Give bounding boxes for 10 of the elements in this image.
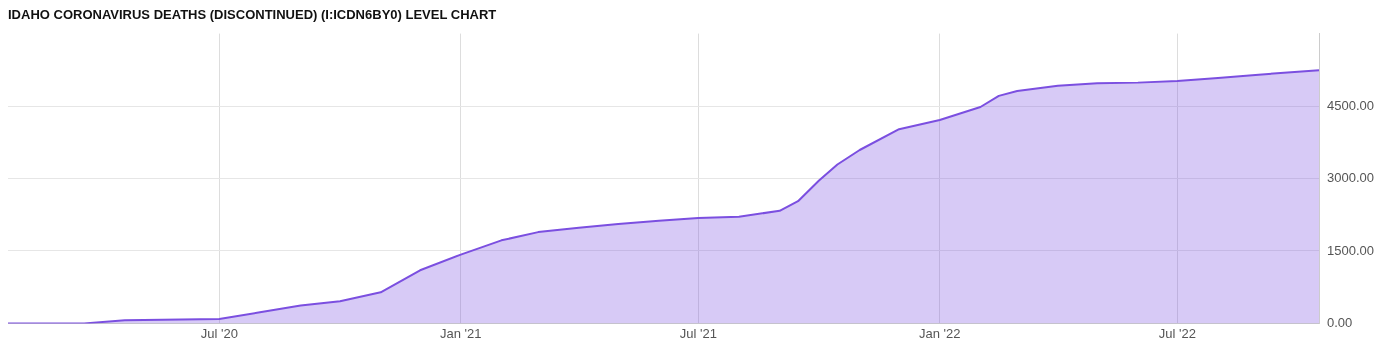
- y-tick-label: 4500.00: [1327, 97, 1375, 113]
- y-tick-label: 0.00: [1327, 314, 1353, 330]
- x-tick-label: Jul '20: [200, 325, 238, 341]
- chart-title: IDAHO CORONAVIRUS DEATHS (DISCONTINUED) (I:ICDN6BY0) LEVEL CHART: [8, 7, 497, 23]
- x-tick-label: Jul '22: [1158, 325, 1196, 341]
- x-tick-label: Jan '22: [918, 325, 961, 341]
- y-tick-label: 3000.00: [1327, 170, 1375, 186]
- x-tick-label: Jan '21: [439, 325, 482, 341]
- x-tick-label: Jul '21: [679, 325, 717, 341]
- y-tick-label: 1500.00: [1327, 242, 1375, 258]
